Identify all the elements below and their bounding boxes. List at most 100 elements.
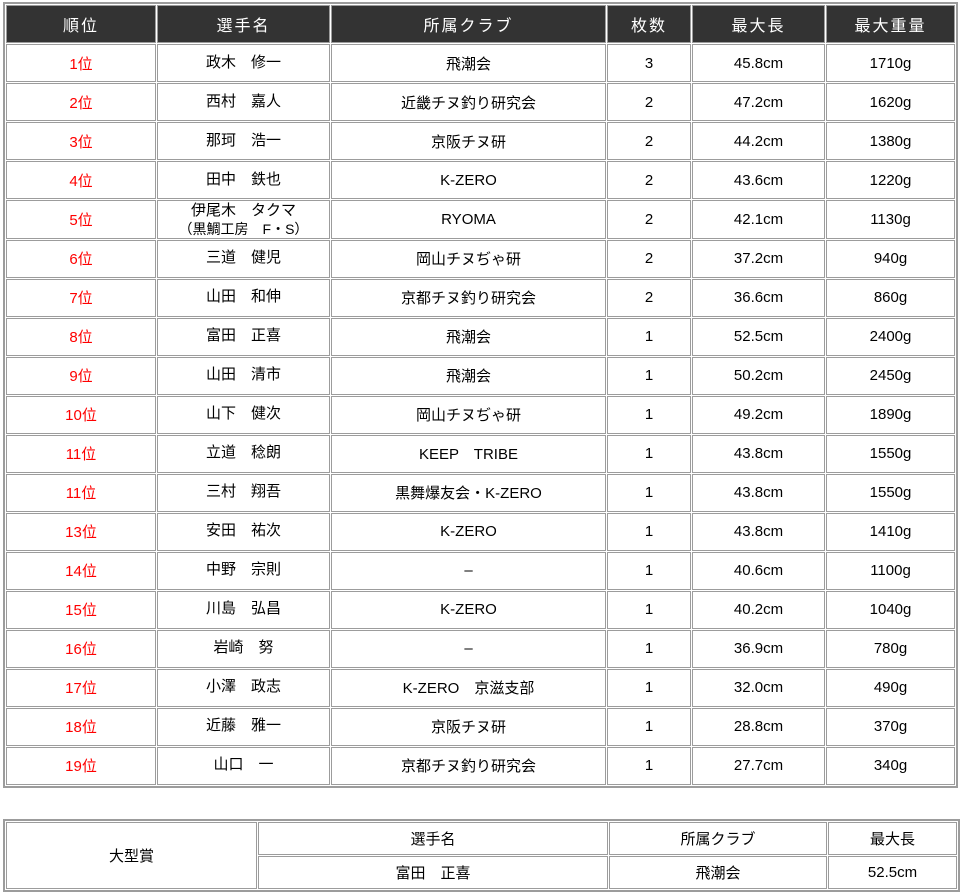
max-length-cell: 45.8cm — [692, 44, 825, 82]
rank-cell: 1位 — [6, 44, 156, 82]
fish-count-cell: 2 — [607, 161, 691, 199]
player-name-cell: 富田 正喜 — [157, 317, 330, 356]
header-fish-count: 枚数 — [607, 5, 691, 43]
fish-count-cell: 1 — [607, 317, 691, 356]
max-length-cell: 40.6cm — [692, 551, 825, 590]
rank-cell: 3位 — [6, 122, 156, 160]
rank-cell: 11位 — [6, 473, 156, 512]
max-length-cell: 52.5cm — [692, 317, 825, 356]
table-row: 1位 政木 修一 飛潮会 3 45.8cm 1710g — [6, 44, 955, 82]
award-header-player-name: 選手名 — [258, 821, 608, 855]
fish-count-cell: 3 — [607, 44, 691, 82]
player-name: 三村 翔吾 — [205, 483, 281, 501]
club-cell: RYOMA — [331, 200, 606, 239]
fish-count-cell: 1 — [607, 473, 691, 512]
max-length-cell: 43.8cm — [692, 434, 825, 473]
club-cell: K-ZERO 京滋支部 — [331, 668, 606, 707]
fish-count-cell: 2 — [607, 83, 691, 121]
table-row: 11位 三村 翔吾 黒舞爆友会・K-ZERO 1 43.8cm 1550g — [6, 473, 955, 512]
table-row: 16位 岩崎 努 –1 36.9cm 780g — [6, 629, 955, 668]
table-row: 7位 山田 和伸 京都チヌ釣り研究会 2 36.6cm 860g — [6, 278, 955, 317]
player-name-cell: 西村 嘉人 — [157, 83, 330, 121]
club-cell: 京都チヌ釣り研究会 — [331, 746, 606, 785]
player-name: 西村 嘉人 — [205, 92, 281, 110]
table-row: 10位 山下 健次 岡山チヌぢゃ研 1 49.2cm 1890g — [6, 395, 955, 434]
table-row: 3位 那珂 浩一 京阪チヌ研 2 44.2cm 1380g — [6, 122, 955, 160]
player-name-cell: 伊尾木 タクマ （黒鯛工房 F・S） — [157, 200, 330, 239]
max-length-cell: 43.6cm — [692, 161, 825, 199]
rank-cell: 7位 — [6, 278, 156, 317]
big-fish-award-table: 大型賞 選手名 所属クラブ 最大長 富田 正喜 飛潮会 52.5cm — [3, 818, 960, 892]
fish-count-cell: 1 — [607, 668, 691, 707]
max-length-cell: 42.1cm — [692, 200, 825, 239]
player-name-cell: 川島 弘昌 — [157, 590, 330, 629]
rank-cell: 11位 — [6, 434, 156, 473]
table-row: 15位 川島 弘昌 K-ZERO 1 40.2cm 1040g — [6, 590, 955, 629]
rank-cell: 13位 — [6, 512, 156, 551]
club-cell: K-ZERO — [331, 590, 606, 629]
table-row: 9位 山田 清市 飛潮会 1 50.2cm 2450g — [6, 356, 955, 395]
player-name: 那珂 浩一 — [205, 131, 281, 149]
fish-count-cell: 1 — [607, 590, 691, 629]
max-weight-cell: 1130g — [826, 200, 955, 239]
player-name: 川島 弘昌 — [205, 600, 281, 618]
player-name-cell: 小澤 政志 — [157, 668, 330, 707]
max-length-cell: 44.2cm — [692, 122, 825, 160]
max-length-cell: 47.2cm — [692, 83, 825, 121]
fish-count-cell: 2 — [607, 122, 691, 160]
player-name-cell: 那珂 浩一 — [157, 122, 330, 160]
fish-count-cell: 1 — [607, 512, 691, 551]
max-weight-cell: 1550g — [826, 434, 955, 473]
max-length-cell: 28.8cm — [692, 707, 825, 746]
max-weight-cell: 940g — [826, 239, 955, 278]
rank-cell: 9位 — [6, 356, 156, 395]
table-row: 11位 立道 稔朗 KEEP TRIBE 1 43.8cm 1550g — [6, 434, 955, 473]
club-cell: 黒舞爆友会・K-ZERO — [331, 473, 606, 512]
club-cell: 近畿チヌ釣り研究会 — [331, 83, 606, 121]
player-name-cell: 山田 和伸 — [157, 278, 330, 317]
club-cell: 飛潮会 — [331, 317, 606, 356]
rank-cell: 8位 — [6, 317, 156, 356]
max-length-cell: 27.7cm — [692, 746, 825, 785]
player-name-cell: 安田 祐次 — [157, 512, 330, 551]
player-name: 小澤 政志 — [205, 678, 281, 696]
header-max-length: 最大長 — [692, 5, 825, 43]
club-cell: 京阪チヌ研 — [331, 122, 606, 160]
table-row: 8位 富田 正喜 飛潮会 1 52.5cm 2400g — [6, 317, 955, 356]
max-length-cell: 36.9cm — [692, 629, 825, 668]
player-name-cell: 山口 一 — [157, 746, 330, 785]
max-weight-cell: 780g — [826, 629, 955, 668]
max-weight-cell: 490g — [826, 668, 955, 707]
rank-cell: 2位 — [6, 83, 156, 121]
max-weight-cell: 1710g — [826, 44, 955, 82]
club-cell: 京都チヌ釣り研究会 — [331, 278, 606, 317]
fish-count-cell: 2 — [607, 278, 691, 317]
results-header-row: 順位 選手名 所属クラブ 枚数 最大長 最大重量 — [6, 5, 955, 43]
table-row: 2位 西村 嘉人 近畿チヌ釣り研究会 2 47.2cm 1620g — [6, 83, 955, 121]
max-weight-cell: 1220g — [826, 161, 955, 199]
rank-cell: 14位 — [6, 551, 156, 590]
rank-cell: 19位 — [6, 746, 156, 785]
table-row: 17位 小澤 政志 K-ZERO 京滋支部 1 32.0cm 490g — [6, 668, 955, 707]
player-name: 岩崎 努 — [213, 639, 274, 657]
rank-cell: 5位 — [6, 200, 156, 239]
table-row: 13位 安田 祐次 K-ZERO 1 43.8cm 1410g — [6, 512, 955, 551]
rank-cell: 10位 — [6, 395, 156, 434]
fish-count-cell: 1 — [607, 629, 691, 668]
club-cell: K-ZERO — [331, 161, 606, 199]
max-weight-cell: 1380g — [826, 122, 955, 160]
max-weight-cell: 1890g — [826, 395, 955, 434]
player-name-cell: 近藤 雅一 — [157, 707, 330, 746]
max-weight-cell: 1410g — [826, 512, 955, 551]
max-length-cell: 32.0cm — [692, 668, 825, 707]
club-cell: – — [331, 551, 606, 590]
max-weight-cell: 860g — [826, 278, 955, 317]
award-header-row: 大型賞 選手名 所属クラブ 最大長 — [6, 821, 957, 889]
header-club: 所属クラブ — [331, 5, 606, 43]
fish-count-cell: 1 — [607, 356, 691, 395]
max-weight-cell: 370g — [826, 707, 955, 746]
player-name: 富田 正喜 — [205, 327, 281, 345]
club-cell: 岡山チヌぢゃ研 — [331, 239, 606, 278]
table-row: 18位 近藤 雅一 京阪チヌ研 1 28.8cm 370g — [6, 707, 955, 746]
club-cell: – — [331, 629, 606, 668]
